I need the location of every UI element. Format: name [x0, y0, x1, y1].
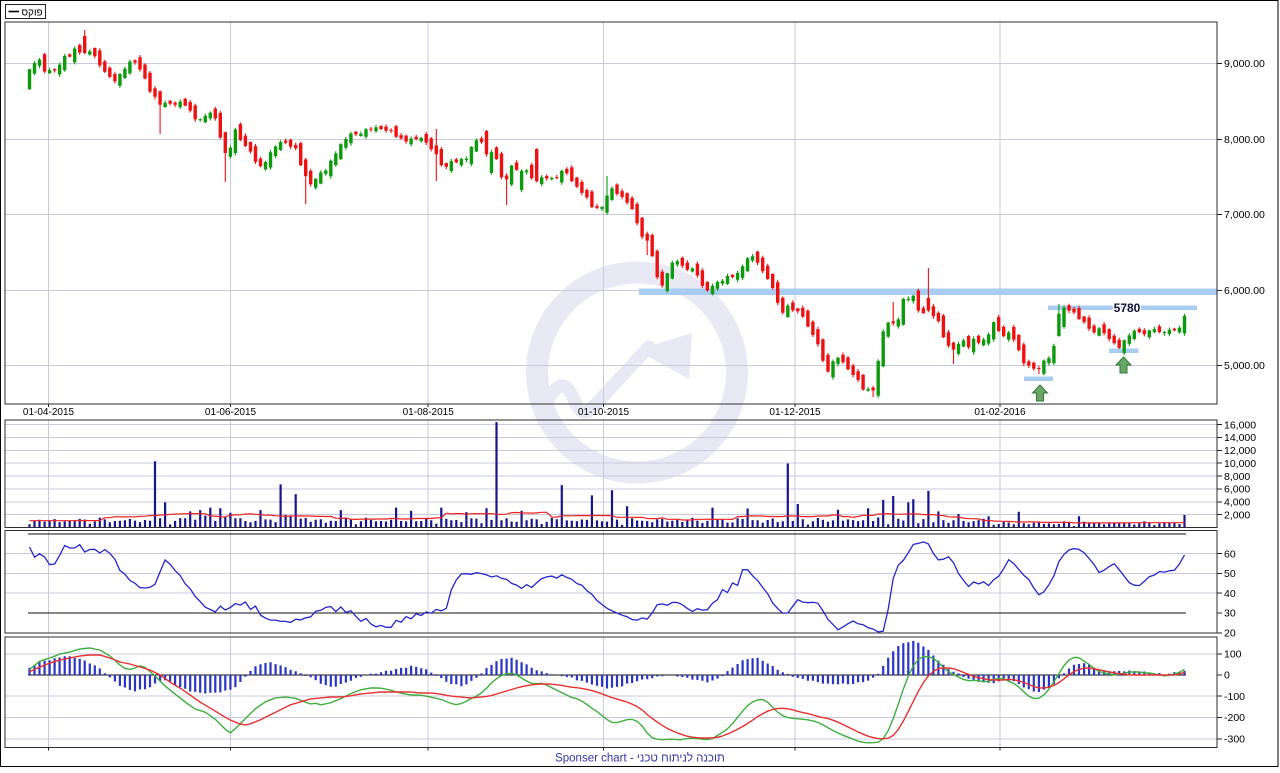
- svg-text:6,000: 6,000: [1224, 484, 1250, 496]
- svg-text:-100: -100: [1224, 691, 1245, 703]
- svg-text:10,000: 10,000: [1224, 458, 1256, 470]
- svg-text:40: 40: [1224, 588, 1236, 600]
- svg-text:20: 20: [1224, 628, 1236, 640]
- svg-text:01-06-2015: 01-06-2015: [205, 407, 257, 418]
- svg-text:-300: -300: [1224, 734, 1245, 746]
- svg-text:01-02-2016: 01-02-2016: [974, 407, 1026, 418]
- svg-text:01-12-2015: 01-12-2015: [769, 407, 821, 418]
- svg-text:5780: 5780: [1114, 301, 1141, 315]
- svg-text:2,000: 2,000: [1224, 509, 1250, 521]
- svg-text:60: 60: [1224, 548, 1236, 560]
- svg-text:4,000: 4,000: [1224, 497, 1250, 509]
- svg-text:-200: -200: [1224, 712, 1245, 724]
- svg-text:8,000: 8,000: [1224, 471, 1250, 483]
- svg-text:Sponser chart - תוכנה לניתוח ט: Sponser chart - תוכנה לניתוח טכני: [555, 752, 725, 765]
- svg-text:30: 30: [1224, 608, 1236, 620]
- svg-text:100: 100: [1224, 649, 1242, 661]
- svg-text:פוקס: פוקס: [22, 7, 43, 18]
- svg-text:12,000: 12,000: [1224, 445, 1256, 457]
- svg-text:14,000: 14,000: [1224, 432, 1256, 444]
- svg-text:6,000.00: 6,000.00: [1224, 285, 1265, 297]
- svg-text:8,000.00: 8,000.00: [1224, 134, 1265, 146]
- svg-text:9,000.00: 9,000.00: [1224, 58, 1265, 70]
- svg-text:16,000: 16,000: [1224, 419, 1256, 431]
- svg-text:01-04-2015: 01-04-2015: [23, 407, 75, 418]
- svg-text:01-10-2015: 01-10-2015: [578, 407, 630, 418]
- svg-text:50: 50: [1224, 568, 1236, 580]
- svg-text:0: 0: [1224, 670, 1230, 682]
- svg-text:7,000.00: 7,000.00: [1224, 209, 1265, 221]
- svg-text:5,000.00: 5,000.00: [1224, 360, 1265, 372]
- svg-text:01-08-2015: 01-08-2015: [403, 407, 455, 418]
